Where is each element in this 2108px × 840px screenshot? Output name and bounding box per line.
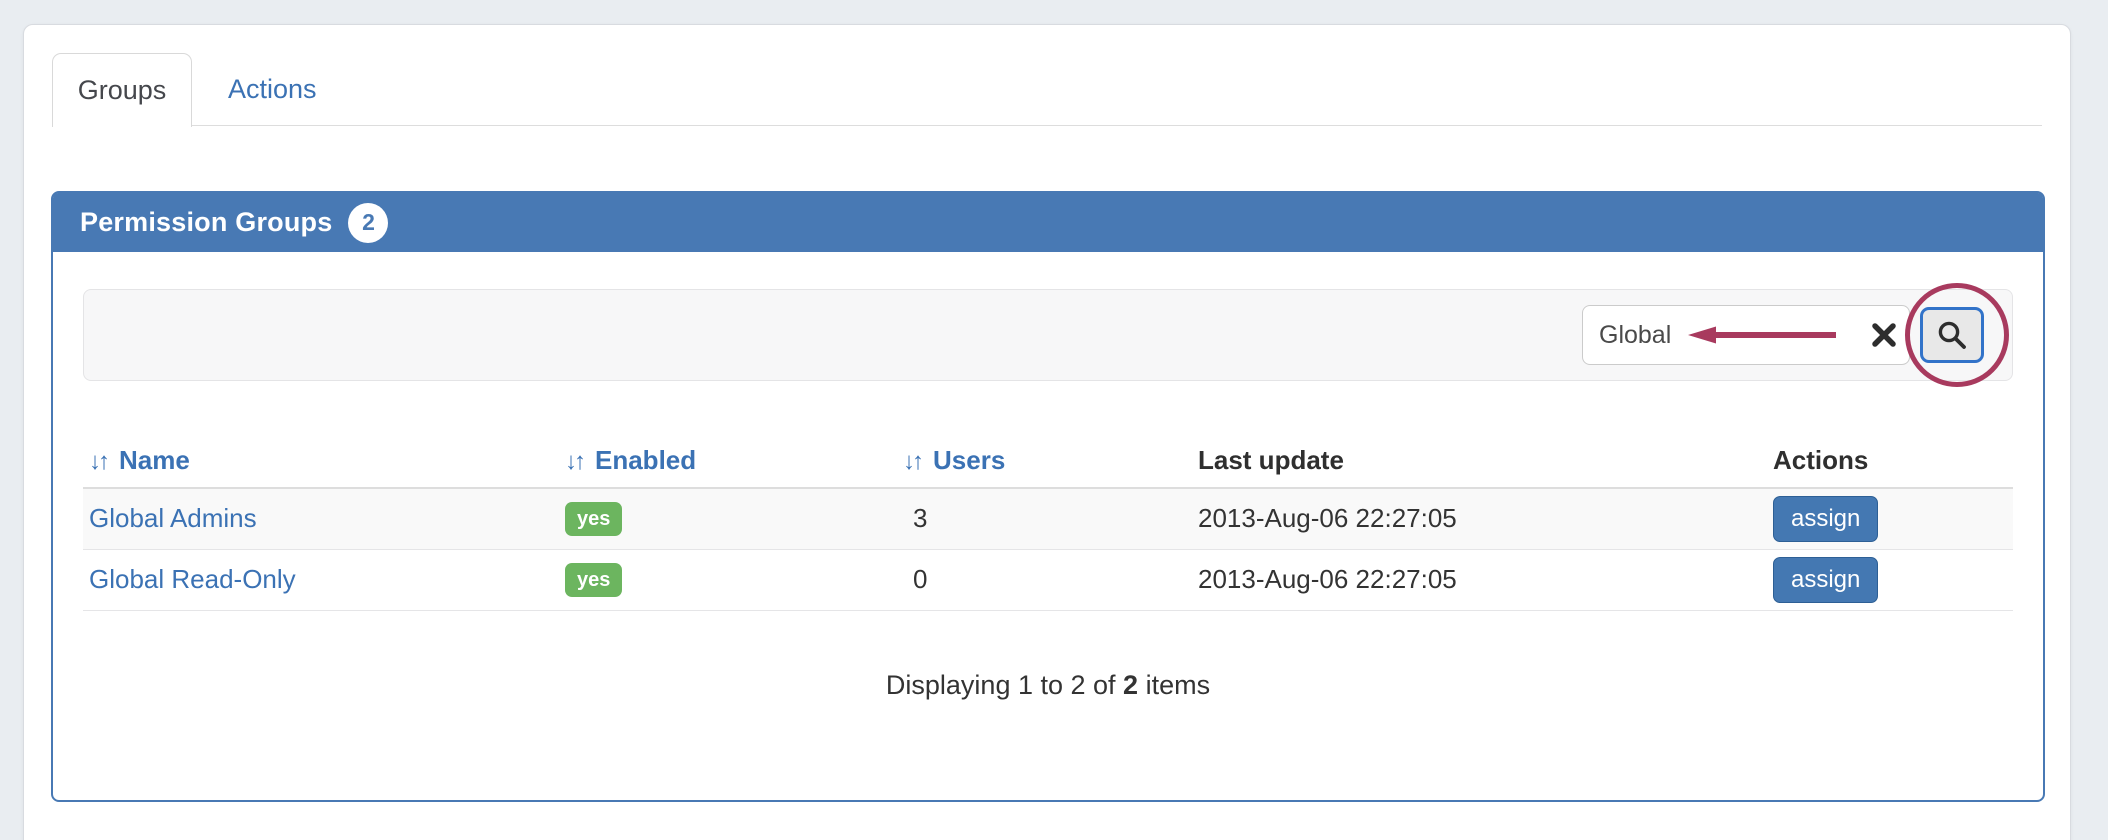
count-badge: 2 xyxy=(348,202,389,243)
search-button[interactable] xyxy=(1920,307,1984,363)
tab-groups[interactable]: Groups xyxy=(52,53,192,127)
column-header-name-label: Name xyxy=(119,445,190,475)
permission-groups-panel: Permission Groups 2 xyxy=(51,191,2045,802)
tab-actions[interactable]: Actions xyxy=(226,53,319,125)
enabled-cell: yes xyxy=(559,488,897,550)
column-header-enabled-label: Enabled xyxy=(595,445,697,475)
tab-groups-label: Groups xyxy=(77,75,167,105)
tab-actions-label: Actions xyxy=(228,73,317,104)
column-header-users-label: Users xyxy=(933,445,1006,475)
last-update-cell: 2013-Aug-06 22:27:05 xyxy=(1192,549,1767,611)
enabled-badge: yes xyxy=(565,502,623,537)
last-update-cell: 2013-Aug-06 22:27:05 xyxy=(1192,488,1767,550)
actions-cell: assign xyxy=(1767,549,2013,611)
assign-button[interactable]: assign xyxy=(1773,495,1879,542)
users-cell: 0 xyxy=(897,549,1192,611)
users-cell: 3 xyxy=(897,488,1192,550)
content-card: Groups Actions Permission Groups 2 xyxy=(23,24,2071,840)
search-toolbar xyxy=(83,283,2013,387)
name-cell: Global Admins xyxy=(83,488,559,550)
column-header-last-update: Last update xyxy=(1192,434,1767,489)
group-link[interactable]: Global Admins xyxy=(89,503,257,534)
panel-header: Permission Groups 2 xyxy=(53,193,2043,252)
tab-bar: Groups Actions xyxy=(52,53,2042,127)
pagination-summary-count: 2 xyxy=(1123,670,1139,700)
sort-icon: ↓↑ xyxy=(903,448,924,475)
actions-cell: assign xyxy=(1767,488,2013,550)
column-header-enabled[interactable]: ↓↑ Enabled xyxy=(559,434,897,489)
enabled-badge: yes xyxy=(565,563,623,597)
table-header-row: ↓↑ Name ↓↑ Enabled ↓↑ Users Last update Act… xyxy=(83,434,2013,489)
pagination-summary: Displaying 1 to 2 of 2 items xyxy=(53,670,2043,701)
pagination-summary-prefix: Displaying 1 to 2 of xyxy=(885,670,1124,700)
column-header-actions-label: Actions xyxy=(1773,445,1869,475)
pagination-summary-suffix: items xyxy=(1138,670,1211,700)
panel-title: Permission Groups xyxy=(80,207,333,237)
column-header-actions: Actions xyxy=(1767,434,2013,489)
table-row: Global Admins yes 3 2013-Aug-06 22:27:05… xyxy=(83,488,2013,550)
column-header-name[interactable]: ↓↑ Name xyxy=(83,434,559,489)
search-group xyxy=(1582,283,2009,387)
permission-groups-table: ↓↑ Name ↓↑ Enabled ↓↑ Users Last update Act… xyxy=(83,434,2013,611)
sort-icon: ↓↑ xyxy=(89,448,110,475)
sort-icon: ↓↑ xyxy=(565,448,586,475)
table-row: Global Read-Only yes 0 2013-Aug-06 22:27… xyxy=(83,549,2013,611)
magnifier-icon xyxy=(1938,321,1966,349)
clear-x-icon[interactable] xyxy=(1871,322,1897,348)
search-input[interactable] xyxy=(1582,305,1910,365)
assign-button[interactable]: assign xyxy=(1773,556,1879,603)
column-header-last-update-label: Last update xyxy=(1198,445,1344,475)
column-header-users[interactable]: ↓↑ Users xyxy=(897,434,1192,489)
enabled-cell: yes xyxy=(559,549,897,611)
search-input-wrap xyxy=(1582,305,1910,365)
name-cell: Global Read-Only xyxy=(83,549,559,611)
group-link[interactable]: Global Read-Only xyxy=(89,564,296,594)
